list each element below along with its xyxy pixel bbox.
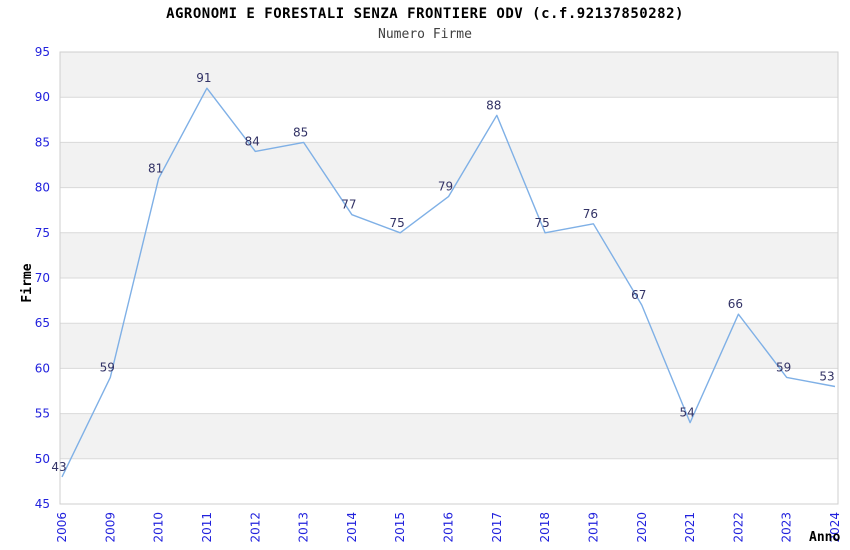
y-tick-label: 50 <box>35 452 50 466</box>
plot-band <box>60 142 838 188</box>
y-tick-label: 55 <box>35 407 50 421</box>
data-label: 59 <box>776 360 791 374</box>
data-label: 91 <box>196 71 211 85</box>
y-tick-label: 85 <box>35 135 50 149</box>
plot-band <box>60 187 838 233</box>
data-label: 66 <box>728 297 743 311</box>
plot-band <box>60 458 838 504</box>
data-label: 79 <box>438 180 453 194</box>
y-tick-label: 95 <box>35 45 50 59</box>
plot-band <box>60 368 838 414</box>
data-label: 84 <box>245 134 260 148</box>
x-tick-label: 2015 <box>393 512 407 543</box>
y-tick-label: 70 <box>35 271 50 285</box>
data-label: 67 <box>631 288 646 302</box>
y-tick-label: 80 <box>35 181 50 195</box>
x-tick-label: 2009 <box>103 512 117 543</box>
x-tick-label: 2014 <box>345 512 359 543</box>
plot-band <box>60 323 838 369</box>
data-label: 59 <box>100 360 115 374</box>
plot-band <box>60 278 838 324</box>
x-tick-label: 2023 <box>780 512 794 543</box>
x-tick-label: 2019 <box>586 512 600 543</box>
chart-title: AGRONOMI E FORESTALI SENZA FRONTIERE ODV… <box>166 6 684 22</box>
plot-band <box>60 413 838 459</box>
chart-subtitle: Numero Firme <box>378 27 472 42</box>
data-label: 76 <box>583 207 598 221</box>
x-tick-label: 2010 <box>152 512 166 543</box>
data-label: 54 <box>679 406 694 420</box>
plot-band <box>60 97 838 143</box>
x-tick-label: 2022 <box>731 512 745 543</box>
y-tick-label: 45 <box>35 497 50 511</box>
data-label: 53 <box>819 370 834 384</box>
x-tick-label: 2017 <box>490 512 504 543</box>
y-tick-label: 65 <box>35 316 50 330</box>
data-label: 85 <box>293 125 308 139</box>
x-tick-label: 2013 <box>297 512 311 543</box>
data-label: 43 <box>51 460 66 474</box>
x-tick-label: 2024 <box>828 512 842 543</box>
y-tick-label: 60 <box>35 361 50 375</box>
x-tick-label: 2021 <box>683 512 697 543</box>
data-label: 88 <box>486 98 501 112</box>
data-label: 75 <box>534 216 549 230</box>
x-tick-label: 2018 <box>538 512 552 543</box>
x-tick-label: 2020 <box>635 512 649 543</box>
y-tick-label: 90 <box>35 90 50 104</box>
x-tick-label: 2016 <box>442 512 456 543</box>
plot-band <box>60 232 838 278</box>
x-tick-label: 2006 <box>55 512 69 543</box>
line-series <box>61 87 836 478</box>
data-label: 77 <box>341 198 356 212</box>
x-tick-label: 2011 <box>200 512 214 543</box>
x-axis-title: Anno <box>809 530 841 545</box>
y-tick-label: 75 <box>35 226 50 240</box>
data-label: 75 <box>390 216 405 230</box>
plot-border <box>59 51 839 505</box>
plot-band <box>60 52 838 98</box>
x-tick-label: 2012 <box>248 512 262 543</box>
data-label: 81 <box>148 162 163 176</box>
